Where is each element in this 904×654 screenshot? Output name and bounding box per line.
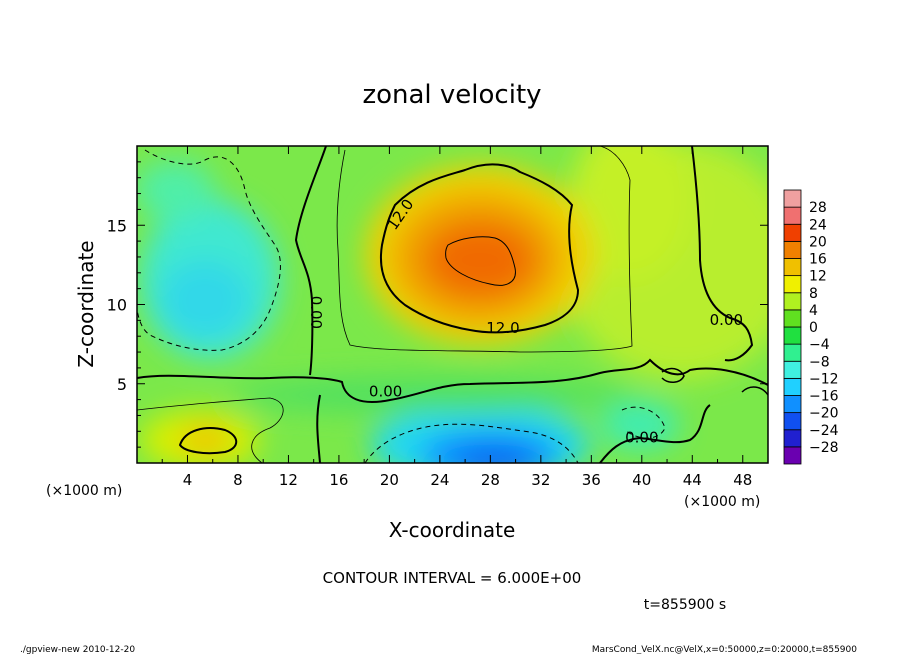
- colorbar-swatch: [783, 395, 802, 414]
- x-axis-label: X-coordinate: [389, 518, 516, 542]
- x-tick-label: 32: [531, 471, 550, 489]
- colorbar-swatch: [783, 189, 802, 208]
- x-axis-unit-left: (×1000 m): [46, 483, 122, 499]
- x-tick-label: 24: [430, 471, 449, 489]
- colorbar-label: 12: [809, 269, 827, 285]
- y-axis-ticks: 5 10 15: [107, 161, 768, 448]
- footer-left: ./gpview-new 2010-12-20: [20, 645, 135, 654]
- contour-label: 12.0: [486, 319, 519, 337]
- chart-title: zonal velocity: [362, 80, 541, 110]
- colorbar-swatch: [783, 292, 802, 311]
- x-tick-label: 20: [380, 471, 399, 489]
- colorbar-label: −16: [809, 389, 839, 405]
- x-tick-label: 28: [481, 471, 500, 489]
- y-axis-label: Z-coordinate: [74, 240, 98, 367]
- colorbar-label: 8: [809, 286, 818, 302]
- contour-interval-text: CONTOUR INTERVAL = 6.000E+00: [323, 569, 582, 587]
- colorbar-swatch: [783, 223, 802, 242]
- x-tick-label: 8: [233, 471, 243, 489]
- colorbar-label: 24: [809, 217, 827, 233]
- time-text: t=855900 s: [644, 597, 726, 613]
- colorbar-swatch: [783, 309, 802, 328]
- colorbar-label: 4: [809, 303, 818, 319]
- x-tick-label: 12: [279, 471, 298, 489]
- colorbar-label: −12: [809, 371, 839, 387]
- colorbar-label: −20: [809, 406, 839, 422]
- y-tick-label: 5: [117, 375, 127, 394]
- colorbar-swatch: [783, 429, 802, 448]
- colorbar-swatch: [783, 343, 802, 362]
- colorbar-label: 0: [809, 320, 818, 336]
- colorbar-swatch: [783, 240, 802, 259]
- y-tick-label: 15: [107, 216, 127, 235]
- colorbar-swatch: [783, 206, 802, 225]
- contour-label: 0.00: [307, 296, 325, 329]
- x-tick-label: 40: [632, 471, 651, 489]
- colorbar-label: −8: [809, 354, 830, 370]
- x-tick-label: 36: [582, 471, 601, 489]
- colorbar-swatch: [783, 412, 802, 431]
- colorbar-label: −4: [809, 337, 830, 353]
- colorbar-label: 28: [809, 200, 827, 216]
- colorbar-label: 16: [809, 252, 827, 268]
- colorbar-swatch: [783, 326, 802, 345]
- contour-label: 0.00: [369, 382, 402, 400]
- colorbar-label: 20: [809, 234, 827, 250]
- footer-right: MarsCond_VelX.nc@VelX,x=0:50000,z=0:2000…: [592, 645, 857, 654]
- x-tick-label: 16: [329, 471, 348, 489]
- contour-label: 0.00: [625, 428, 658, 446]
- velocity-field: 12.012.00.000.000.000.00: [137, 146, 768, 463]
- x-tick-label: 4: [183, 471, 193, 489]
- x-tick-label: 44: [683, 471, 702, 489]
- colorbar-label: −24: [809, 423, 839, 439]
- colorbar-label: −28: [809, 440, 839, 456]
- x-axis-unit-right: (×1000 m): [684, 494, 760, 510]
- y-tick-label: 10: [107, 296, 127, 315]
- colorbar-swatch: [783, 446, 802, 465]
- colorbar-swatch: [783, 360, 802, 379]
- x-axis-ticks: 4 8 12 16 20 24 28 32 36 40 44 48: [161, 146, 752, 489]
- contour-label: 0.00: [710, 311, 743, 329]
- x-tick-label: 48: [733, 471, 752, 489]
- colorbar-swatch: [783, 275, 802, 294]
- colorbar-swatch: [783, 258, 802, 277]
- colorbar-swatch: [783, 377, 802, 396]
